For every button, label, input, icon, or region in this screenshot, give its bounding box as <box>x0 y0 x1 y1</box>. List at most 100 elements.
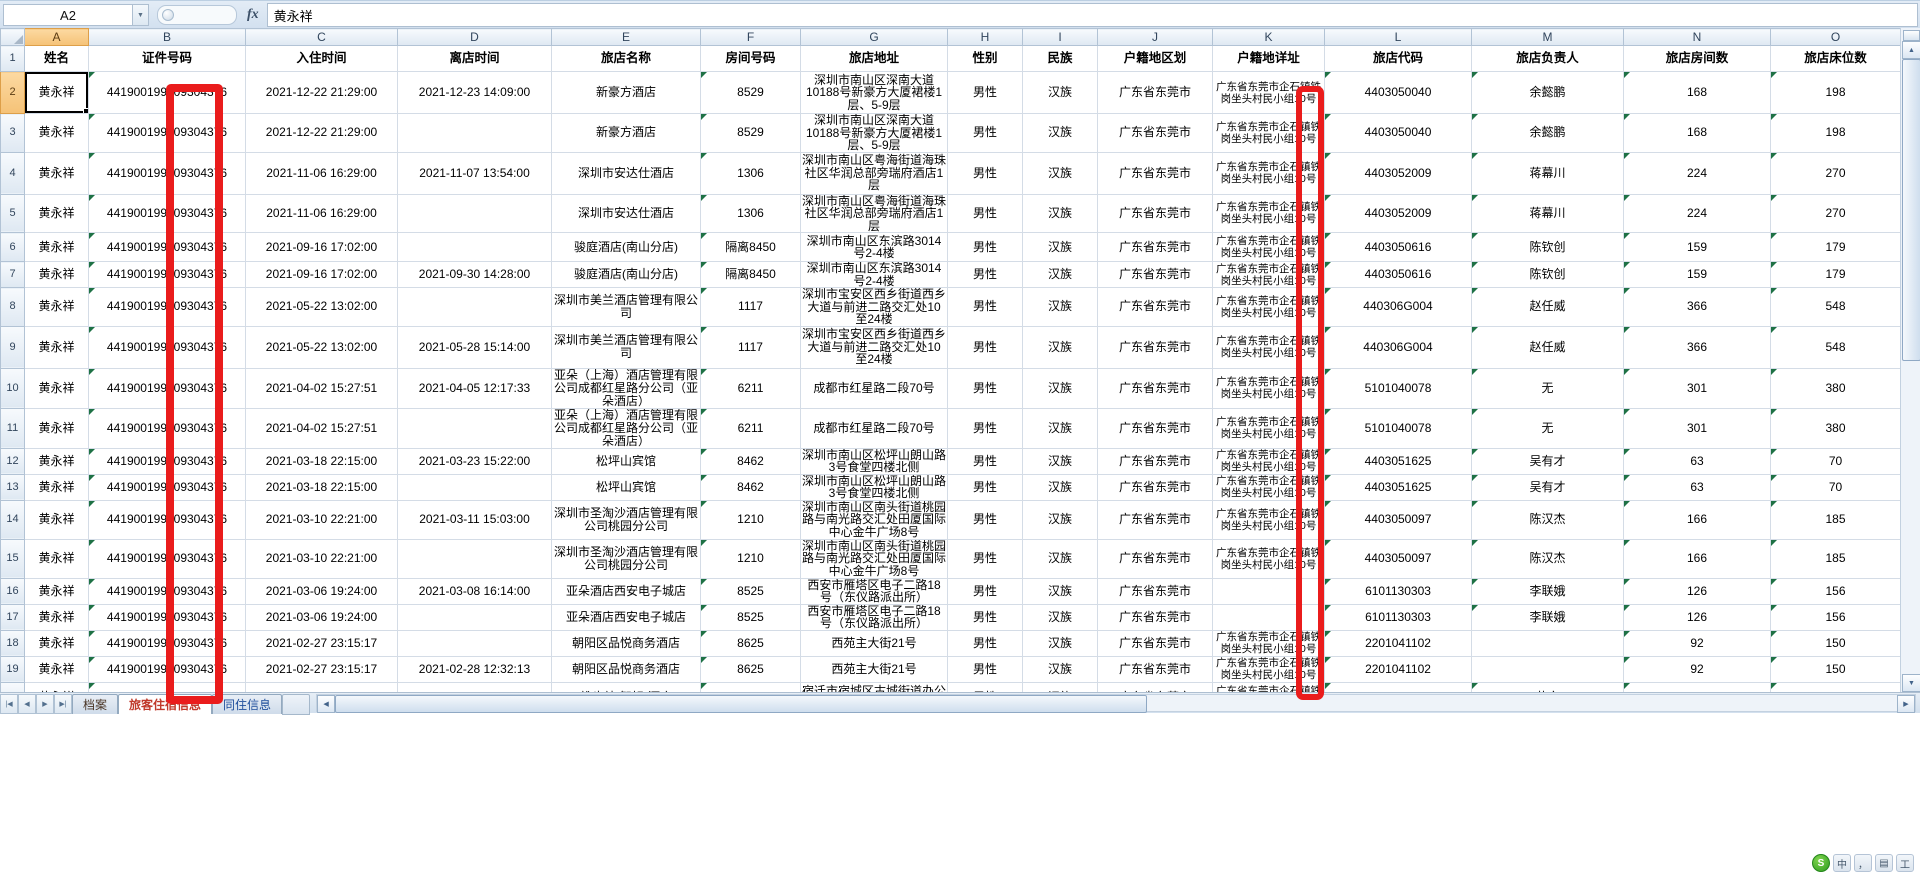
row-header-15[interactable]: 15 <box>0 538 25 579</box>
cell-A17[interactable]: 黄永祥 <box>24 603 89 631</box>
header-cell-F1[interactable]: 房间号码 <box>700 45 801 72</box>
cell-K19[interactable]: 广东省东莞市企石镇铁岗坐头村民小组10号 <box>1212 655 1325 683</box>
cell-A13[interactable]: 黄永祥 <box>24 473 89 501</box>
cell-K13[interactable]: 广东省东莞市企石镇铁岗坐头村民小组10号 <box>1212 473 1325 501</box>
row-header-18[interactable]: 18 <box>0 629 25 657</box>
cell-D17[interactable] <box>397 603 552 631</box>
cell-I3[interactable]: 汉族 <box>1022 113 1098 153</box>
cell-I15[interactable]: 汉族 <box>1022 538 1098 579</box>
cell-H19[interactable]: 男性 <box>947 655 1023 683</box>
cell-F3[interactable]: 8529 <box>700 113 801 153</box>
cell-M5[interactable]: 蒋幕川 <box>1471 193 1624 233</box>
cell-N3[interactable]: 168 <box>1623 113 1771 153</box>
input-mode-icon[interactable]: 中 <box>1833 854 1851 872</box>
cell-O12[interactable]: 70 <box>1770 447 1900 475</box>
cell-E7[interactable]: 骏庭酒店(南山分店) <box>551 261 701 288</box>
cell-E16[interactable]: 亚朵酒店西安电子城店 <box>551 577 701 605</box>
cell-D13[interactable] <box>397 473 552 501</box>
cell-I12[interactable]: 汉族 <box>1022 447 1098 475</box>
last-sheet-icon[interactable]: ▶| <box>54 694 72 714</box>
cell-O7[interactable]: 179 <box>1770 261 1900 288</box>
cell-H3[interactable]: 男性 <box>947 113 1023 153</box>
cell-C3[interactable]: 2021-12-22 21:29:00 <box>245 113 398 153</box>
cell-N17[interactable]: 126 <box>1623 603 1771 631</box>
row-header-17[interactable]: 17 <box>0 603 25 631</box>
header-cell-J1[interactable]: 户籍地区划 <box>1097 45 1213 72</box>
cell-G17[interactable]: 西安市雁塔区电子二路18号（东仪路派出所） <box>800 603 948 631</box>
cell-G3[interactable]: 深圳市南山区深南大道10188号新豪方大厦裙楼1层、5-9层 <box>800 113 948 153</box>
cell-M13[interactable]: 吴有才 <box>1471 473 1624 501</box>
cell-L12[interactable]: 4403051625 <box>1324 447 1472 475</box>
cell-J19[interactable]: 广东省东莞市 <box>1097 655 1213 683</box>
cell-K17[interactable] <box>1212 603 1325 631</box>
cell-K12[interactable]: 广东省东莞市企石镇铁岗坐头村民小组10号 <box>1212 447 1325 475</box>
row-header-10[interactable]: 10 <box>0 367 25 409</box>
scroll-right-icon[interactable]: ▶ <box>1897 695 1915 713</box>
cell-H9[interactable]: 男性 <box>947 325 1023 369</box>
row-header-6[interactable]: 6 <box>0 232 25 262</box>
cell-N15[interactable]: 166 <box>1623 538 1771 579</box>
cell-A4[interactable]: 黄永祥 <box>24 151 89 195</box>
cell-E19[interactable]: 朝阳区品悦商务酒店 <box>551 655 701 683</box>
cell-I6[interactable]: 汉族 <box>1022 232 1098 262</box>
cell-O15[interactable]: 185 <box>1770 538 1900 579</box>
cell-G12[interactable]: 深圳市南山区松坪山朗山路3号食堂四楼北侧 <box>800 447 948 475</box>
cell-I14[interactable]: 汉族 <box>1022 499 1098 540</box>
cell-J8[interactable]: 广东省东莞市 <box>1097 287 1213 327</box>
cell-H6[interactable]: 男性 <box>947 232 1023 262</box>
cell-C12[interactable]: 2021-03-18 22:15:00 <box>245 447 398 475</box>
cell-I5[interactable]: 汉族 <box>1022 193 1098 233</box>
row-header-8[interactable]: 8 <box>0 287 25 327</box>
cell-I11[interactable]: 汉族 <box>1022 407 1098 449</box>
sheet-tab-档案[interactable]: 档案 <box>72 694 119 714</box>
cell-C17[interactable]: 2021-03-06 19:24:00 <box>245 603 398 631</box>
cell-K18[interactable]: 广东省东莞市企石镇铁岗坐头村民小组10号 <box>1212 629 1325 657</box>
cell-H14[interactable]: 男性 <box>947 499 1023 540</box>
cell-E17[interactable]: 亚朵酒店西安电子城店 <box>551 603 701 631</box>
cell-C18[interactable]: 2021-02-27 23:15:17 <box>245 629 398 657</box>
cell-N20[interactable]: 101 <box>1623 681 1771 692</box>
cell-G11[interactable]: 成都市红星路二段70号 <box>800 407 948 449</box>
cell-O13[interactable]: 70 <box>1770 473 1900 501</box>
cell-K8[interactable]: 广东省东莞市企石镇铁岗坐头村民小组10号 <box>1212 287 1325 327</box>
cell-F18[interactable]: 8625 <box>700 629 801 657</box>
cell-M18[interactable] <box>1471 629 1624 657</box>
cell-F7[interactable]: 隔离8450 <box>700 261 801 288</box>
cell-H16[interactable]: 男性 <box>947 577 1023 605</box>
cell-M14[interactable]: 陈汉杰 <box>1471 499 1624 540</box>
cell-K10[interactable]: 广东省东莞市企石镇铁岗坐头村民小组10号 <box>1212 367 1325 409</box>
cell-A12[interactable]: 黄永祥 <box>24 447 89 475</box>
cell-O9[interactable]: 548 <box>1770 325 1900 369</box>
cell-M7[interactable]: 陈钦创 <box>1471 261 1624 288</box>
cell-A19[interactable]: 黄永祥 <box>24 655 89 683</box>
column-header-H[interactable]: H <box>947 28 1023 46</box>
cell-H13[interactable]: 男性 <box>947 473 1023 501</box>
row-header-5[interactable]: 5 <box>0 193 25 233</box>
cell-L13[interactable]: 4403051625 <box>1324 473 1472 501</box>
cell-D20[interactable] <box>397 681 552 692</box>
cell-D3[interactable] <box>397 113 552 153</box>
horizontal-scrollbar[interactable]: ◀ ▶ <box>316 694 1916 713</box>
cell-N6[interactable]: 159 <box>1623 232 1771 262</box>
cell-D14[interactable]: 2021-03-11 15:03:00 <box>397 499 552 540</box>
cell-D4[interactable]: 2021-11-07 13:54:00 <box>397 151 552 195</box>
header-cell-L1[interactable]: 旅店代码 <box>1324 45 1472 72</box>
cell-J18[interactable]: 广东省东莞市 <box>1097 629 1213 657</box>
cell-A8[interactable]: 黄永祥 <box>24 287 89 327</box>
cell-L15[interactable]: 4403050097 <box>1324 538 1472 579</box>
formula-input[interactable]: 黄永祥 <box>266 3 1918 27</box>
cell-E14[interactable]: 深圳市圣淘沙酒店管理有限公司桃园分公司 <box>551 499 701 540</box>
cell-F12[interactable]: 8462 <box>700 447 801 475</box>
column-header-N[interactable]: N <box>1623 28 1771 46</box>
cell-N4[interactable]: 224 <box>1623 151 1771 195</box>
cell-J11[interactable]: 广东省东莞市 <box>1097 407 1213 449</box>
cell-I2[interactable]: 汉族 <box>1022 71 1098 114</box>
cell-N13[interactable]: 63 <box>1623 473 1771 501</box>
cell-M2[interactable]: 余懿鹏 <box>1471 71 1624 114</box>
horizontal-scroll-thumb[interactable] <box>335 695 1148 713</box>
cell-F16[interactable]: 8525 <box>700 577 801 605</box>
name-box[interactable]: A2 <box>3 4 133 26</box>
cell-J14[interactable]: 广东省东莞市 <box>1097 499 1213 540</box>
cell-O18[interactable]: 150 <box>1770 629 1900 657</box>
cell-C20[interactable]: 2021-02-10 14:53:00 <box>245 681 398 692</box>
